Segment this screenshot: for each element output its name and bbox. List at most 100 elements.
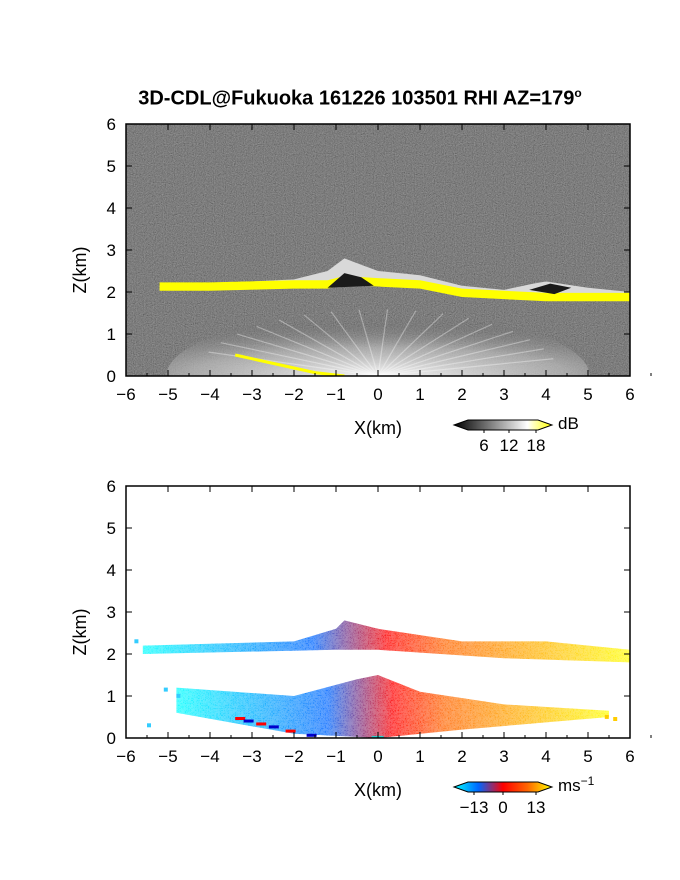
cloud-base-echo xyxy=(159,276,630,302)
data-pixel xyxy=(134,639,139,644)
x-tick-label: −4 xyxy=(200,747,219,766)
beam-ray xyxy=(377,309,389,376)
beam-ray xyxy=(303,314,379,376)
y-tick-label: 0 xyxy=(107,367,116,386)
ground-echo xyxy=(234,353,345,376)
x-axis: −6 −5 −4 −3 −2 −1 0 1 2 3 4 5 6 X(km) xyxy=(116,486,652,800)
x-tick-label: 3 xyxy=(499,385,508,404)
plot-area xyxy=(126,124,630,376)
y-axis: 0 1 2 3 4 5 6 Z(km) xyxy=(70,477,630,748)
colorbar-tick-label: 12 xyxy=(500,436,519,455)
data-pixel xyxy=(285,729,296,733)
x-tick-label: −2 xyxy=(284,385,303,404)
x-tick-label: −3 xyxy=(242,747,261,766)
x-tick-label: −5 xyxy=(158,385,177,404)
data-pixel xyxy=(235,717,246,720)
x-tick-label: 2 xyxy=(457,385,466,404)
x-tick-label: 2 xyxy=(457,747,466,766)
data-pixel xyxy=(163,687,168,692)
y-axis: 0 1 2 3 4 5 6 Z(km) xyxy=(70,115,630,386)
y-tick-label: 6 xyxy=(107,115,116,134)
x-tick-label: 4 xyxy=(541,747,550,766)
data-pixel xyxy=(147,723,151,728)
x-tick-label: 0 xyxy=(373,747,382,766)
x-tick-label: −6 xyxy=(116,747,135,766)
data-pixel xyxy=(256,722,267,726)
x-tick-label: −2 xyxy=(284,747,303,766)
beam-ray xyxy=(377,317,470,376)
beam-ray xyxy=(377,339,531,376)
beam-ray xyxy=(377,330,514,376)
data-pixel xyxy=(243,719,254,723)
y-tick-label: 3 xyxy=(107,603,116,622)
colorbar-tick-label: 6 xyxy=(479,436,488,455)
data-pixel xyxy=(613,717,618,721)
y-tick-label: 2 xyxy=(107,283,116,302)
y-tick-label: 4 xyxy=(107,561,116,580)
panel-bottom: −6 −5 −4 −3 −2 −1 0 1 2 3 4 5 6 X(km) 0 1 2 3 4 5 6 Z(km) −13 0… xyxy=(70,477,652,817)
beam-ray xyxy=(330,311,379,376)
data-pixel xyxy=(176,693,181,698)
y-tick-label: 6 xyxy=(107,477,116,496)
y-tick-label: 5 xyxy=(107,157,116,176)
x-tick-label: 4 xyxy=(541,385,550,404)
x-tick-label: 6 xyxy=(625,385,634,404)
colorbar-bar xyxy=(452,419,554,431)
x-tick-label: 5 xyxy=(583,385,592,404)
y-axis-label: Z(km) xyxy=(70,609,90,656)
plot-area xyxy=(126,486,630,738)
y-axis-label: Z(km) xyxy=(70,247,90,294)
beam-ray xyxy=(377,358,554,376)
beam-ray xyxy=(278,319,379,376)
colorbar-bar xyxy=(452,781,554,793)
data-pixel xyxy=(306,733,317,737)
colorbar-tick-label: 0 xyxy=(498,798,507,817)
x-tick-label: 3 xyxy=(499,747,508,766)
cloud-gap xyxy=(529,283,572,295)
beam-ray xyxy=(377,348,544,376)
colorbar-unit: ms−1 xyxy=(558,774,595,795)
x-tick-label: −1 xyxy=(326,747,345,766)
y-tick-label: 1 xyxy=(107,325,116,344)
y-tick-label: 0 xyxy=(107,729,116,748)
beam-ray xyxy=(377,310,417,376)
x-tick-label: −5 xyxy=(158,747,177,766)
colorbar: 6 12 18 dB xyxy=(452,414,579,455)
x-tick-label: 1 xyxy=(415,385,424,404)
speckle-texture xyxy=(126,486,630,738)
cloud-gap xyxy=(327,273,374,288)
beam-ray xyxy=(358,309,379,376)
colorbar: −13 0 13 ms−1 xyxy=(452,774,595,817)
y-tick-label: 1 xyxy=(107,687,116,706)
x-tick-label: −1 xyxy=(326,385,345,404)
beam-ray xyxy=(220,342,379,376)
chart-title: 3D-CDL@Fukuoka 161226 103501 RHI AZ=179o xyxy=(138,86,582,110)
x-axis-label: X(km) xyxy=(354,418,402,438)
y-tick-label: 3 xyxy=(107,241,116,260)
y-tick-label: 5 xyxy=(107,519,116,538)
beam-ray xyxy=(256,325,379,376)
colorbar-unit-exponent: −1 xyxy=(581,774,595,788)
beam-ray xyxy=(377,313,444,376)
y-tick-label: 2 xyxy=(107,645,116,664)
x-axis-label: X(km) xyxy=(354,780,402,800)
beam-ray xyxy=(377,323,493,376)
data-pixel xyxy=(604,714,609,719)
x-tick-label: −6 xyxy=(116,385,135,404)
near-surface-echo xyxy=(166,312,590,376)
x-tick-label: 5 xyxy=(583,747,592,766)
colorbar-unit: dB xyxy=(558,414,579,433)
x-tick-label: 0 xyxy=(373,385,382,404)
colorbar-tick-label: 13 xyxy=(527,798,546,817)
colorbar-tick-label: 18 xyxy=(527,436,546,455)
x-tick-label: −4 xyxy=(200,385,219,404)
y-tick-label: 4 xyxy=(107,199,116,218)
x-tick-label: −3 xyxy=(242,385,261,404)
data-pixel xyxy=(268,725,279,729)
x-tick-label: 6 xyxy=(625,747,634,766)
colorbar-tick-label: −13 xyxy=(460,798,489,817)
x-tick-label: 1 xyxy=(415,747,424,766)
beam-ray xyxy=(236,333,379,376)
x-axis: −6 −5 −4 −3 −2 −1 0 1 2 3 4 5 6 X(km) xyxy=(116,124,652,438)
